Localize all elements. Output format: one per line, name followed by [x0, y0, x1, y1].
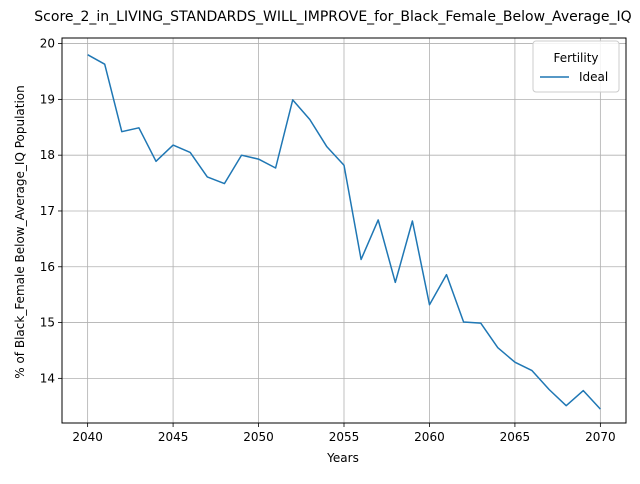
legend-box: [532, 40, 620, 93]
x-tick-label: 2040: [72, 430, 103, 444]
x-tick-label: 2050: [243, 430, 274, 444]
axis-ticks: 2040 2045 2050 2055 2060 2065 2070 14 15 16 17 18 19…: [40, 37, 616, 444]
x-tick-label: 2065: [500, 430, 531, 444]
y-tick-label: 14: [40, 371, 55, 385]
y-tick-label: 18: [40, 148, 55, 162]
grid: [62, 38, 626, 423]
y-tick-label: 20: [40, 37, 55, 51]
y-axis-label: % of Black_Female Below_Average_IQ Popul…: [13, 85, 27, 379]
y-tick-label: 15: [40, 316, 55, 330]
series-line-ideal: [87, 54, 601, 410]
plot-frame: [61, 37, 627, 424]
y-tick-label: 16: [40, 260, 55, 274]
x-tick-label: 2070: [585, 430, 616, 444]
x-tick-label: 2045: [158, 430, 189, 444]
legend: Fertility Ideal: [532, 40, 620, 93]
legend-entry-ideal: Ideal: [579, 70, 608, 84]
x-tick-label: 2055: [329, 430, 360, 444]
x-tick-label: 2060: [414, 430, 445, 444]
series-layer: [87, 54, 601, 410]
chart-title: Score_2_in_LIVING_STANDARDS_WILL_IMPROVE…: [34, 9, 631, 25]
y-tick-label: 19: [40, 92, 55, 106]
x-axis-label: Years: [326, 451, 359, 465]
legend-title: Fertility: [553, 51, 598, 65]
y-tick-label: 17: [40, 204, 55, 218]
